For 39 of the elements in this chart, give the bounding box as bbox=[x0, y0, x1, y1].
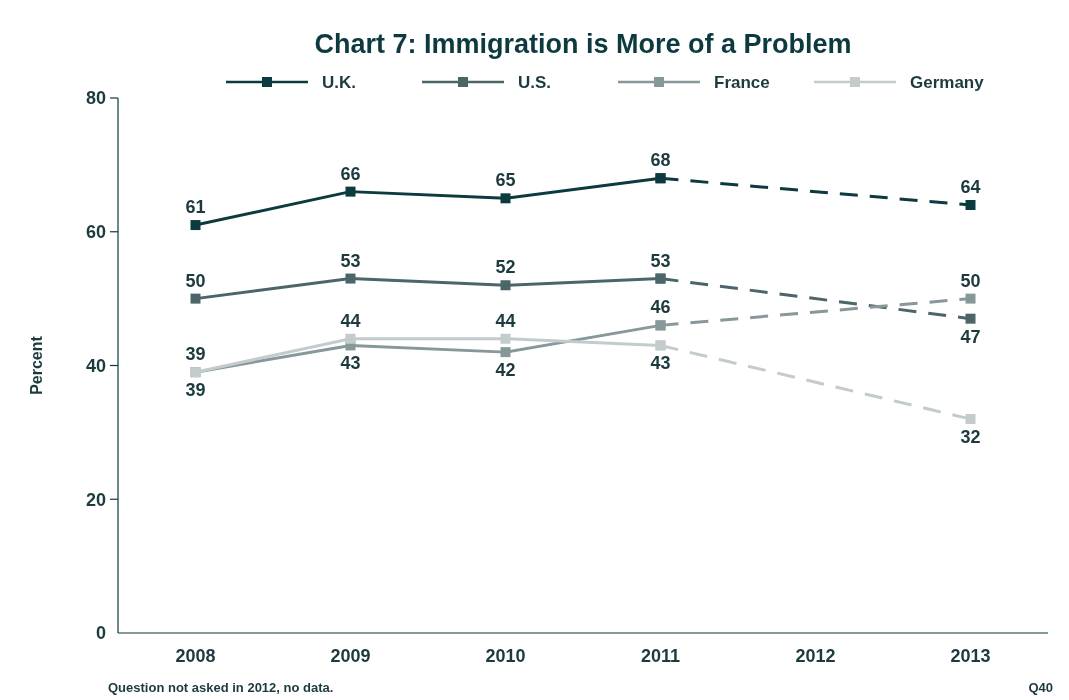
x-tick-label: 2010 bbox=[485, 646, 526, 666]
data-label: 43 bbox=[340, 353, 361, 374]
data-label: 65 bbox=[495, 170, 516, 191]
data-label: 42 bbox=[495, 360, 516, 381]
data-label: 39 bbox=[185, 344, 206, 365]
chart-title: Chart 7: Immigration is More of a Problem bbox=[314, 29, 852, 59]
data-label: 50 bbox=[960, 270, 981, 291]
legend-label: Germany bbox=[910, 73, 985, 92]
data-label: 53 bbox=[340, 250, 361, 271]
data-label: 66 bbox=[340, 163, 361, 184]
data-label: 50 bbox=[185, 270, 206, 291]
data-label: 64 bbox=[960, 177, 981, 197]
data-label: 47 bbox=[960, 326, 981, 347]
x-tick-label: 2009 bbox=[330, 646, 371, 666]
x-tick-label: 2013 bbox=[950, 646, 991, 666]
x-tick-label: 2011 bbox=[640, 646, 681, 666]
data-label: 61 bbox=[185, 197, 206, 218]
y-tick-label: 0 bbox=[95, 623, 106, 644]
data-label: 46 bbox=[650, 297, 671, 318]
y-tick-label: 80 bbox=[85, 88, 106, 109]
data-label: 32 bbox=[960, 427, 981, 447]
data-label: 43 bbox=[650, 353, 671, 374]
text: Q40 bbox=[1028, 680, 1053, 695]
x-tick-label: 2012 bbox=[795, 646, 836, 666]
y-tick-label: 20 bbox=[85, 489, 106, 510]
data-label: 68 bbox=[650, 150, 671, 171]
legend-label: France bbox=[714, 73, 770, 92]
y-axis-title: Percent bbox=[28, 335, 45, 395]
y-tick-label: 60 bbox=[85, 222, 106, 243]
data-label: 44 bbox=[340, 310, 361, 331]
x-tick-label: 2008 bbox=[175, 646, 216, 666]
data-label: 53 bbox=[650, 250, 671, 271]
legend-label: U.S. bbox=[518, 73, 552, 92]
data-label: 39 bbox=[185, 380, 206, 401]
legend-label: U.K. bbox=[322, 73, 356, 92]
data-label: 44 bbox=[495, 310, 516, 331]
text: Question not asked in 2012, no data. bbox=[108, 680, 334, 695]
y-tick-label: 40 bbox=[85, 355, 106, 376]
data-label: 52 bbox=[495, 257, 516, 278]
